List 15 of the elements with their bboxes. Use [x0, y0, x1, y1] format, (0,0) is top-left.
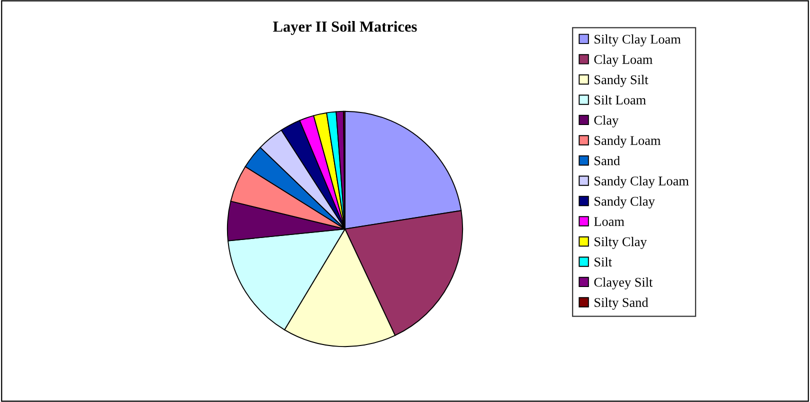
- legend-label: Silt: [594, 257, 612, 266]
- legend-label: Silty Clay: [594, 236, 647, 249]
- legend-label: Clay Loam: [594, 54, 652, 67]
- legend-label: Silt Loam: [594, 95, 646, 104]
- legend-label: Loam: [594, 217, 624, 226]
- legend-label: Clay: [594, 115, 619, 128]
- legend-label: Clayey Silt: [594, 277, 653, 290]
- legend-label: Sandy Clay: [594, 196, 655, 208]
- legend-label: Sandy Clay Loam: [594, 176, 689, 188]
- legend-label: Sandy Loam: [594, 136, 661, 148]
- legend-label: Sand: [594, 156, 620, 166]
- legend-label: Silty Sand: [594, 298, 648, 310]
- legend-label: Silty Clay Loam: [594, 34, 681, 46]
- chart-title: Layer II Soil Matrices: [273, 21, 417, 35]
- legend-label: Sandy Silt: [594, 74, 648, 87]
